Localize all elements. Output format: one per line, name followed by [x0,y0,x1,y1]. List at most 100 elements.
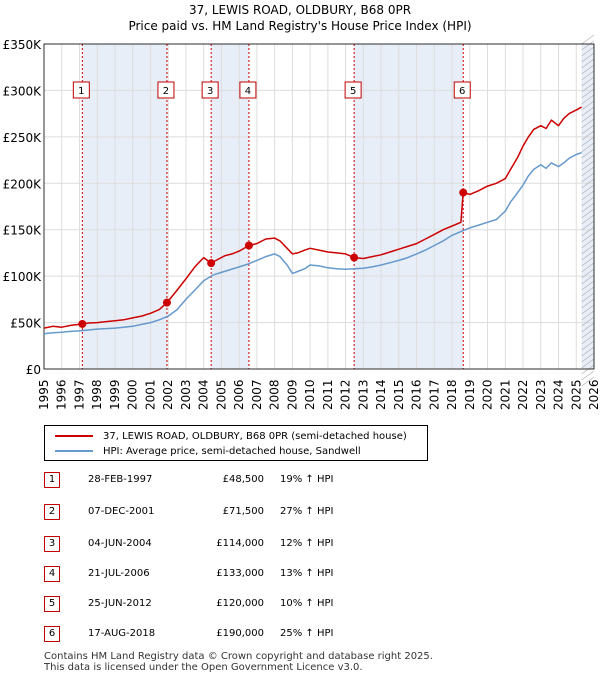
sale-point [78,319,87,328]
x-tick-label: 1997 [72,379,86,410]
future-hatch [581,136,595,147]
future-hatch [581,274,595,285]
sale-number-box [453,81,471,99]
future-hatch [581,280,595,291]
transaction-hpi: 25% ↑ HPI [280,628,334,639]
future-hatch [581,154,595,165]
transaction-price: £114,000 [216,538,264,549]
transaction-number: 4 [44,566,60,582]
future-hatch [581,34,595,45]
x-tick-label: 2021 [498,379,512,410]
transaction-date: 28-FEB-1997 [88,474,153,485]
sale-number-box [72,81,90,99]
future-hatch [581,100,595,111]
sale-point [459,188,468,197]
future-hatch [581,118,595,129]
x-tick-label: 2002 [161,379,175,410]
transaction-date: 21-JUL-2006 [88,568,150,579]
x-tick-label: 2026 [587,379,600,410]
future-hatch [581,64,595,75]
future-hatch [581,190,595,201]
sale-number-box [344,81,362,99]
table-row: 1 28-FEB-1997 £48,500 19% ↑ HPI [44,470,464,490]
future-hatch [581,76,595,87]
chart-subtitle: Price paid vs. HM Land Registry's House … [128,19,472,33]
x-tick-label: 2008 [268,379,282,410]
future-hatch [581,160,595,171]
future-hatch [581,262,595,273]
transaction-hpi: 27% ↑ HPI [280,506,334,517]
x-tick-label: 2020 [481,379,495,410]
legend-swatch-hpi [55,450,93,452]
future-hatch [581,346,595,357]
x-tick-label: 2006 [232,379,246,410]
transaction-number: 2 [44,504,60,520]
x-tick-label: 2000 [126,379,140,410]
property-series-line [43,106,582,329]
transaction-date: 25-JUN-2012 [88,598,152,609]
transaction-date: 17-AUG-2018 [88,628,156,639]
future-hatch [581,358,595,369]
shaded-period [82,44,167,369]
x-tick-label: 2023 [534,379,548,410]
price-chart: 1 2 3 4 5 6 £0 £50K £100K £150K £200K £250K £300K £35… [3,34,600,410]
y-tick-label: £50K [10,317,42,331]
x-tick-label: 1996 [55,379,69,410]
future-hatch [581,172,595,183]
sale-number-label: 5 [350,86,356,97]
x-tick-label: 2012 [339,379,353,410]
sale-number-label: 1 [78,86,84,97]
x-tick-label: 2003 [179,379,193,410]
chart-title: 37, LEWIS ROAD, OLDBURY, B68 0PR [188,3,412,17]
legend-item-property: 37, LEWIS ROAD, OLDBURY, B68 0PR (semi-d… [55,429,407,443]
future-hatch [581,352,595,363]
table-row: 3 04-JUN-2004 £114,000 12% ↑ HPI [44,534,464,554]
sale-number-box [201,81,219,99]
future-hatch [581,46,595,57]
future-hatch [581,148,595,159]
table-row: 5 25-JUN-2012 £120,000 10% ↑ HPI [44,594,464,614]
x-tick-label: 1999 [108,379,122,410]
future-hatch [581,58,595,69]
future-hatch [581,130,595,141]
footer-attribution: Contains HM Land Registry data © Crown c… [44,651,433,673]
transaction-price: £120,000 [216,598,264,609]
shaded-period [354,44,464,369]
table-row: 4 21-JUL-2006 £133,000 13% ↑ HPI [44,564,464,584]
future-hatch [581,310,595,321]
future-hatch [581,70,595,81]
sale-number-label: 4 [245,86,251,97]
future-hatch [581,220,595,231]
future-hatch [581,106,595,117]
sale-point [162,298,171,307]
sale-number-label: 6 [459,86,465,97]
future-hatch [581,178,595,189]
future-hatch [581,112,595,123]
shaded-period [581,44,594,369]
transaction-hpi: 12% ↑ HPI [280,538,334,549]
future-hatch [581,370,595,381]
x-tick-label: 2016 [410,379,424,410]
x-tick-label: 2013 [356,379,370,410]
transaction-hpi: 19% ↑ HPI [280,474,334,485]
legend-label-hpi: HPI: Average price, semi-detached house,… [103,445,361,457]
legend-item-hpi: HPI: Average price, semi-detached house,… [55,444,361,458]
transaction-hpi: 13% ↑ HPI [280,568,334,579]
x-tick-label: 2017 [427,379,441,410]
x-tick-label: 2015 [392,379,406,410]
sale-number-box [157,81,175,99]
future-hatch [581,244,595,255]
transaction-date: 04-JUN-2004 [88,538,152,549]
future-hatch [581,298,595,309]
transaction-number: 3 [44,536,60,552]
y-tick-label: £250K [3,131,43,145]
x-tick-label: 2022 [516,379,530,410]
x-tick-label: 2010 [303,379,317,410]
y-tick-label: £100K [3,270,43,284]
y-tick-label: £150K [3,224,43,238]
chart-legend: 37, LEWIS ROAD, OLDBURY, B68 0PR (semi-d… [44,425,428,461]
future-hatch [581,256,595,267]
footer-line-2: This data is licensed under the Open Gov… [44,662,363,673]
transaction-number: 6 [44,626,60,642]
future-hatch [581,286,595,297]
